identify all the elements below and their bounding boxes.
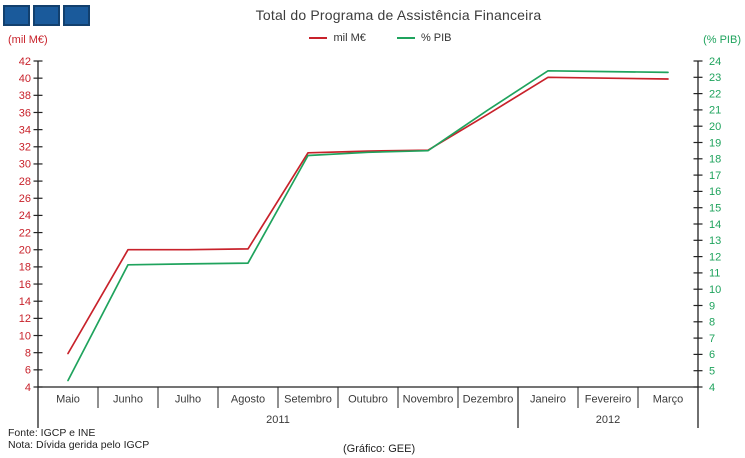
left-axis-tick-label: 32: [19, 142, 31, 154]
chart-credit: (Gráfico: GEE): [343, 443, 416, 455]
right-axis-tick-label: 6: [709, 349, 715, 361]
left-axis-tick-label: 42: [19, 56, 31, 68]
month-label: Outubro: [348, 394, 388, 406]
left-axis-tick-label: 6: [25, 365, 31, 377]
right-axis-tick-label: 21: [709, 105, 721, 117]
legend-swatch-pib: [396, 37, 415, 39]
legend-swatch-mil-me: [309, 37, 328, 39]
right-axis-tick-label: 14: [709, 219, 721, 231]
logo-square: [33, 5, 60, 26]
left-axis-tick-label: 4: [25, 382, 31, 394]
month-label: Junho: [113, 394, 143, 406]
right-axis-tick-label: 8: [709, 317, 715, 329]
year-label: 2012: [596, 414, 620, 426]
left-axis-tick-label: 18: [19, 262, 31, 274]
month-label: Julho: [175, 394, 201, 406]
right-axis-tick-label: 12: [709, 251, 721, 263]
right-axis-tick-label: 18: [709, 154, 721, 166]
right-axis-tick-label: 23: [709, 72, 721, 84]
series-line-pib: [67, 69, 669, 382]
legend-item-mil-me: mil M€: [309, 32, 366, 44]
left-axis-tick-label: 10: [19, 330, 31, 342]
month-label: Janeiro: [530, 394, 566, 406]
month-label: Novembro: [403, 394, 454, 406]
right-axis-tick-label: 9: [709, 300, 715, 312]
month-label: Março: [653, 394, 684, 406]
legend-label-mil-me: mil M€: [333, 32, 366, 44]
left-axis-unit-label: (mil M€): [8, 34, 48, 46]
right-axis-tick-label: 13: [709, 235, 721, 247]
legend: mil M€ % PIB: [0, 30, 745, 44]
month-label: Maio: [56, 394, 80, 406]
right-axis-tick-label: 4: [709, 382, 715, 394]
right-axis-tick-label: 5: [709, 366, 715, 378]
left-axis-tick-label: 16: [19, 279, 31, 291]
left-axis-tick-label: 34: [19, 124, 31, 136]
right-axis-tick-label: 7: [709, 333, 715, 345]
year-label: 2011: [266, 414, 290, 426]
month-label: Agosto: [231, 394, 265, 406]
right-axis-tick-label: 20: [709, 121, 721, 133]
month-label: Fevereiro: [585, 394, 631, 406]
left-axis-tick-label: 8: [25, 347, 31, 359]
logo-square: [63, 5, 90, 26]
chart-plot: 4681012141618202224262830323436384042456…: [19, 56, 721, 428]
left-axis-tick-label: 24: [19, 210, 31, 222]
data-note: Nota: Dívida gerida pelo IGCP: [8, 439, 150, 451]
right-axis-tick-label: 10: [709, 284, 721, 296]
left-axis-tick-label: 26: [19, 193, 31, 205]
right-axis-tick-label: 22: [709, 88, 721, 100]
left-axis-tick-label: 12: [19, 313, 31, 325]
left-axis-tick-label: 22: [19, 227, 31, 239]
source-note: Fonte: IGCP e INE: [8, 427, 96, 439]
left-axis-tick-label: 30: [19, 159, 31, 171]
right-axis-tick-label: 17: [709, 170, 721, 182]
left-axis-tick-label: 14: [19, 296, 31, 308]
right-axis-tick-label: 24: [709, 56, 721, 68]
right-axis-tick-label: 15: [709, 203, 721, 215]
right-axis-unit-label: (% PIB): [703, 34, 741, 46]
series-line-mil-m: [67, 76, 669, 355]
left-axis-tick-label: 36: [19, 107, 31, 119]
right-axis-tick-label: 16: [709, 186, 721, 198]
left-axis-tick-label: 40: [19, 73, 31, 85]
legend-label-pib: % PIB: [420, 32, 452, 44]
left-axis-tick-label: 20: [19, 245, 31, 257]
left-axis-tick-label: 38: [19, 90, 31, 102]
footer-notes: Fonte: IGCP e INE Nota: Dívida gerida pe…: [8, 427, 149, 451]
month-label: Setembro: [284, 394, 332, 406]
logo: [3, 5, 90, 26]
chart-title: Total do Programa de Assistência Finance…: [255, 7, 542, 23]
legend-item-pib: % PIB: [396, 32, 452, 44]
month-label: Dezembro: [463, 394, 514, 406]
left-axis-tick-label: 28: [19, 176, 31, 188]
right-axis-tick-label: 11: [709, 268, 720, 280]
right-axis-tick-label: 19: [709, 137, 721, 149]
logo-square: [3, 5, 30, 26]
